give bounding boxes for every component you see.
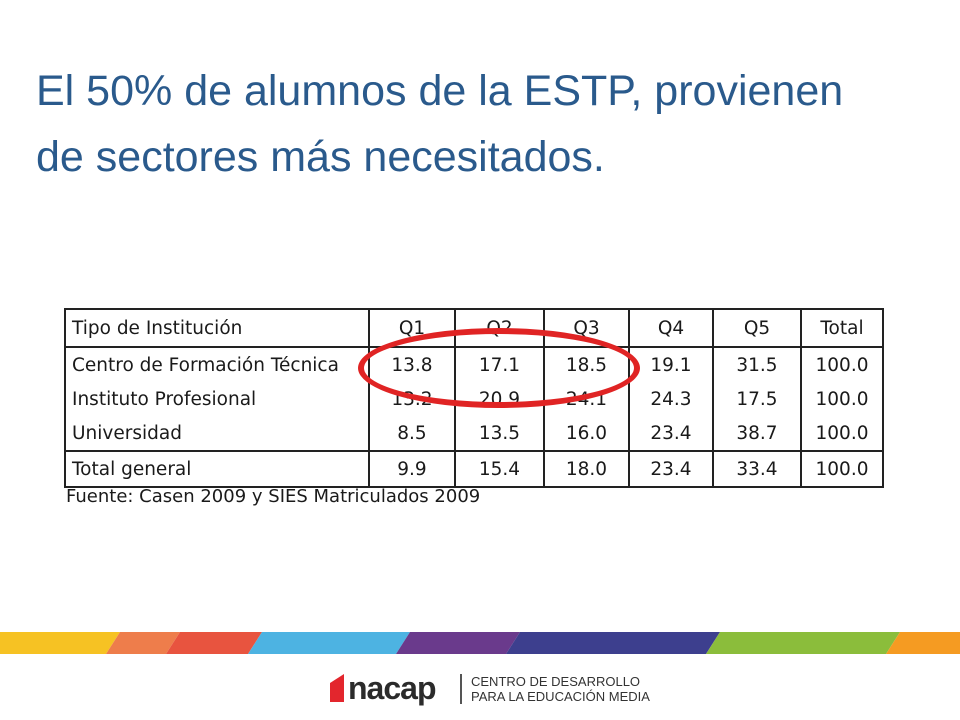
table-cell: 31.5 <box>712 347 801 382</box>
table-cell: 23.4 <box>628 450 713 488</box>
header-cell: Tipo de Institución <box>64 308 369 348</box>
slide-title-line-2: de sectores más necesitados. <box>36 133 605 181</box>
inacap-logo: nacap <box>330 670 436 706</box>
table-cell: 19.1 <box>628 347 713 382</box>
logo-wordmark: nacap <box>348 670 436 706</box>
stripe-band <box>0 632 120 654</box>
stripe-band <box>886 632 960 654</box>
table-cell: 9.9 <box>368 450 455 488</box>
table-cell: 16.0 <box>543 416 629 451</box>
table-row: Universidad 8.5 13.5 16.0 23.4 38.7 100.… <box>64 416 884 451</box>
logo-mark-icon <box>330 674 344 702</box>
row-label: Total general <box>64 450 369 488</box>
table-cell: 33.4 <box>712 450 801 488</box>
table-cell: 18.0 <box>543 450 629 488</box>
table-cell: 100.0 <box>800 347 884 382</box>
stripe-band <box>706 632 900 654</box>
footer-org-name: CENTRO DE DESARROLLO PARA LA EDUCACIÓN M… <box>471 674 650 704</box>
stripe-band <box>166 632 262 654</box>
highlight-ellipse <box>358 328 640 408</box>
table-cell: 15.4 <box>454 450 544 488</box>
stripe-band <box>106 632 180 654</box>
row-label: Centro de Formación Técnica <box>64 347 369 382</box>
table-cell: 100.0 <box>800 382 884 416</box>
header-cell: Total <box>800 308 884 348</box>
footer-divider <box>460 674 462 704</box>
table-cell: 24.3 <box>628 382 713 416</box>
data-table-container: Tipo de Institución Q1 Q2 Q3 Q4 Q5 Total… <box>64 308 884 488</box>
slide-title-line-1: El 50% de alumnos de la ESTP, provienen <box>36 67 844 115</box>
table-total-row: Total general 9.9 15.4 18.0 23.4 33.4 10… <box>64 450 884 488</box>
footer: nacap CENTRO DE DESARROLLO PARA LA EDUCA… <box>0 654 960 720</box>
decorative-color-stripes <box>0 632 960 654</box>
row-label: Instituto Profesional <box>64 382 369 416</box>
slide-title: El 50% de alumnos de la ESTP, provienen … <box>36 58 936 190</box>
table-source-note: Fuente: Casen 2009 y SIES Matriculados 2… <box>66 486 481 507</box>
footer-line-1: CENTRO DE DESARROLLO <box>471 674 641 689</box>
header-cell: Q4 <box>628 308 713 348</box>
stripe-band <box>506 632 720 654</box>
income-quintile-table: Tipo de Institución Q1 Q2 Q3 Q4 Q5 Total… <box>64 308 884 488</box>
stripe-band <box>248 632 410 654</box>
table-cell: 17.5 <box>712 382 801 416</box>
table-cell: 38.7 <box>712 416 801 451</box>
stripe-band <box>396 632 520 654</box>
table-cell: 8.5 <box>368 416 455 451</box>
footer-line-2: PARA LA EDUCACIÓN MEDIA <box>471 689 650 704</box>
table-cell: 100.0 <box>800 416 884 451</box>
row-label: Universidad <box>64 416 369 451</box>
table-cell: 13.5 <box>454 416 544 451</box>
table-cell: 23.4 <box>628 416 713 451</box>
header-cell: Q5 <box>712 308 801 348</box>
table-cell: 100.0 <box>800 450 884 488</box>
